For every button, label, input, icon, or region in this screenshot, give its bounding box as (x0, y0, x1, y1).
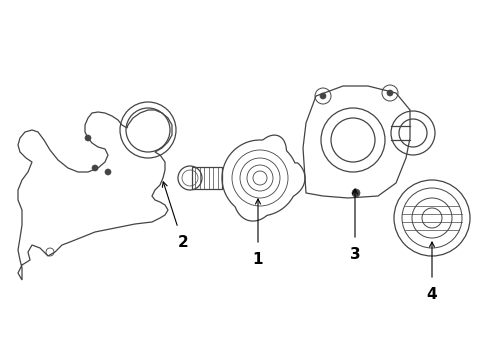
Circle shape (92, 165, 98, 171)
Text: 2: 2 (178, 235, 188, 250)
Circle shape (105, 169, 111, 175)
Circle shape (387, 90, 393, 96)
Circle shape (85, 135, 91, 141)
Text: 3: 3 (350, 247, 360, 262)
Text: 4: 4 (427, 287, 437, 302)
Text: 1: 1 (253, 252, 263, 267)
Circle shape (320, 93, 326, 99)
Circle shape (352, 189, 360, 197)
